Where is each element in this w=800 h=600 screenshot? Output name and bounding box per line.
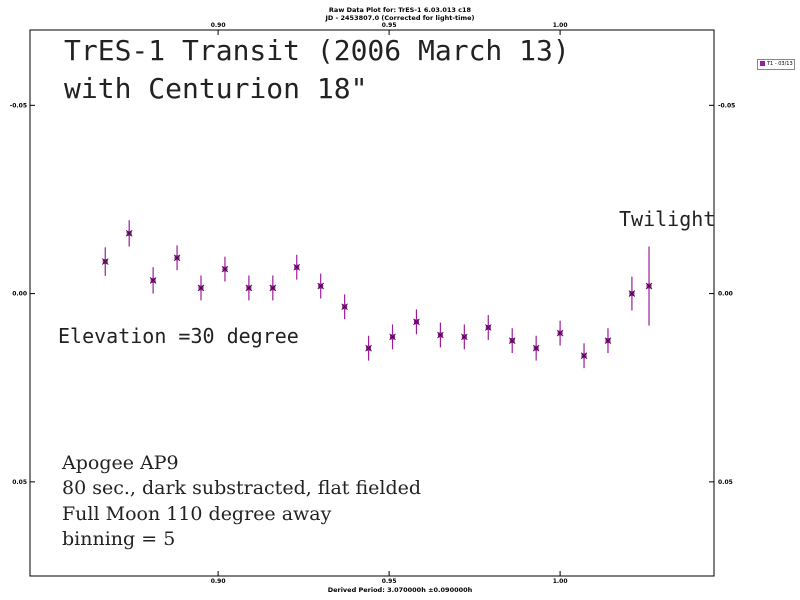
data-point — [125, 220, 133, 247]
annotation-note-binning: binning = 5 — [62, 528, 176, 550]
point-marker-cross — [461, 333, 468, 341]
tick-marks — [30, 30, 714, 576]
x-tick-label-bottom: 0.95 — [382, 578, 397, 585]
point-marker-cross — [645, 282, 653, 290]
data-point — [293, 254, 301, 280]
y-tick-label-left: 0.00 — [12, 291, 27, 298]
data-point — [604, 328, 612, 354]
plot-header-line1: Raw Data Plot for: TrES-1 6.03.013 c18 — [328, 6, 472, 14]
point-marker-cross — [532, 344, 540, 352]
point-marker-cross — [413, 318, 420, 326]
annotation-note-camera: Apogee AP9 — [62, 452, 179, 474]
data-point — [645, 246, 653, 326]
point-marker-cross — [484, 324, 492, 331]
annotation-title-line1: TrES-1 Transit (2006 March 13) — [64, 34, 570, 67]
x-tick-label-bottom: 1.00 — [553, 578, 568, 585]
legend-marker-icon — [760, 60, 765, 66]
data-point — [389, 324, 396, 350]
point-marker-cross — [173, 254, 181, 262]
data-point — [580, 343, 588, 369]
legend-label: T1 - 03/13 — [767, 61, 793, 67]
data-point — [413, 309, 420, 335]
data-point — [461, 324, 468, 350]
plot-header-line2: JD - 2453807.0 (Corrected for light-time… — [325, 14, 475, 22]
data-point — [101, 247, 109, 276]
point-marker-cross — [508, 337, 516, 344]
point-marker-cross — [437, 331, 444, 339]
data-point — [341, 294, 348, 320]
data-point — [197, 275, 205, 301]
data-point — [532, 335, 540, 361]
annotation-note-moon: Full Moon 110 degree away — [62, 503, 332, 525]
tick-labels: 0.90 0.90 0.95 0.95 1.00 1.00 -0.05 -0.05 0.00 0.… — [10, 22, 736, 585]
data-point — [484, 315, 492, 340]
point-marker-cross — [389, 333, 396, 341]
data-point — [221, 256, 229, 282]
point-marker-cross — [317, 282, 324, 290]
point-marker-cross — [604, 337, 612, 344]
y-tick-label-right: 0.05 — [718, 479, 733, 486]
point-marker-cross — [580, 352, 588, 360]
data-point — [437, 322, 444, 348]
data-point — [628, 276, 636, 311]
point-marker-cross — [245, 284, 253, 292]
y-tick-label-right: -0.05 — [718, 102, 735, 109]
x-tick-label-top: 0.95 — [382, 22, 397, 29]
point-marker-cross — [221, 265, 229, 273]
data-point — [508, 328, 516, 354]
point-marker-cross — [556, 329, 564, 337]
data-point — [556, 320, 564, 346]
point-marker-cross — [101, 258, 109, 265]
data-point — [269, 275, 277, 301]
point-marker-cross — [149, 277, 157, 284]
y-tick-label-left: 0.05 — [12, 479, 27, 486]
x-tick-label-top: 1.00 — [553, 22, 568, 29]
plot-footer-period: Derived Period: 3.070000h ±0.090000h — [327, 586, 473, 594]
x-tick-label-top: 0.90 — [211, 22, 226, 29]
point-marker-cross — [197, 284, 205, 292]
annotation-twilight: Twilight — [619, 207, 716, 231]
data-point — [173, 245, 181, 271]
point-marker-cross — [628, 290, 636, 297]
point-marker-cross — [125, 230, 133, 237]
legend-box: T1 - 03/13 — [757, 59, 795, 70]
annotation-elevation: Elevation =30 degree — [58, 324, 299, 348]
data-point — [149, 267, 157, 294]
data-points — [101, 220, 653, 369]
annotation-note-exposure: 80 sec., dark substracted, flat fielded — [62, 477, 422, 499]
y-tick-label-left: -0.05 — [10, 102, 27, 109]
data-point — [365, 335, 372, 361]
point-marker-cross — [269, 284, 277, 292]
data-point — [245, 275, 253, 301]
y-tick-label-right: 0.00 — [718, 291, 733, 298]
point-marker-cross — [365, 344, 372, 352]
plot-frame — [29, 29, 715, 577]
point-marker-cross — [293, 263, 301, 271]
data-point — [317, 273, 324, 299]
point-marker-cross — [341, 303, 348, 311]
annotation-title-line2: with Centurion 18" — [64, 72, 368, 105]
x-tick-label-bottom: 0.90 — [211, 578, 226, 585]
